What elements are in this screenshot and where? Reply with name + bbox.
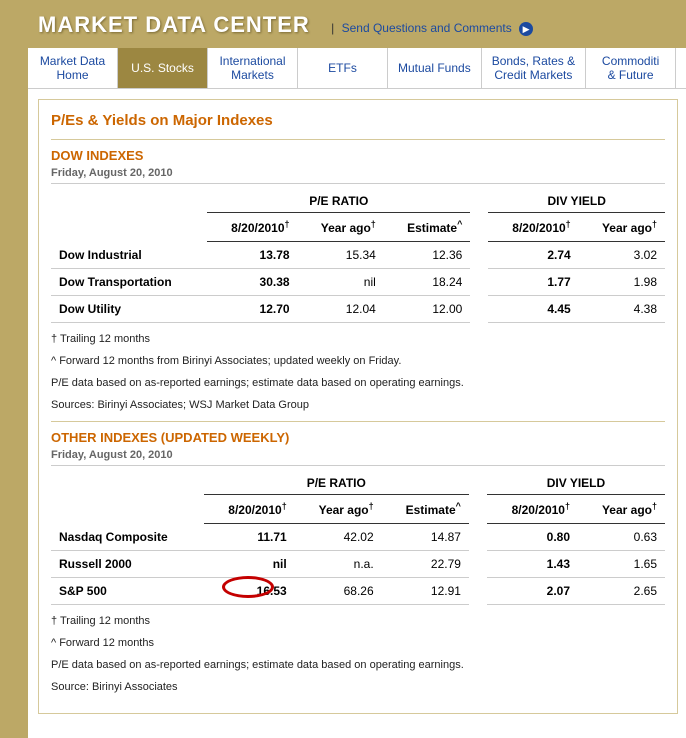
data-table: P/E RATIODIV YIELD8/20/2010†Year ago†Est… <box>51 472 665 605</box>
nav-tabs: Market DataHomeU.S. StocksInternationalM… <box>28 48 686 89</box>
tab-commoditi-future[interactable]: Commoditi& Future <box>586 48 676 88</box>
tab-market-data-home[interactable]: Market DataHome <box>28 48 118 88</box>
note-line: Sources: Birinyi Associates; WSJ Market … <box>51 399 665 411</box>
note-line: ^ Forward 12 months <box>51 637 665 649</box>
tab-international-markets[interactable]: InternationalMarkets <box>208 48 298 88</box>
table-row: Dow Transportation30.38nil18.241.771.98 <box>51 269 665 296</box>
data-table: P/E RATIODIV YIELD8/20/2010†Year ago†Est… <box>51 190 665 323</box>
note-line: † Trailing 12 months <box>51 333 665 345</box>
section-notes: † Trailing 12 months ^ Forward 12 months … <box>51 333 665 411</box>
content-panel: P/Es & Yields on Major Indexes DOW INDEX… <box>38 99 678 714</box>
play-circle-icon: ▶ <box>519 22 533 36</box>
note-line: P/E data based on as-reported earnings; … <box>51 659 665 671</box>
table-row: S&P 50016.5368.2612.912.072.65 <box>51 578 665 605</box>
tab-bonds-rates-credit-markets[interactable]: Bonds, Rates &Credit Markets <box>482 48 586 88</box>
header: MARKET DATA CENTER | Send Questions and … <box>0 0 686 48</box>
table-row: Dow Utility12.7012.0412.004.454.38 <box>51 296 665 323</box>
section-date: Friday, August 20, 2010 <box>51 445 665 466</box>
section-heading: DOW INDEXES <box>51 139 665 163</box>
header-link-wrap: | Send Questions and Comments ▶ <box>331 21 533 36</box>
section-heading: OTHER INDEXES (UPDATED WEEKLY) <box>51 421 665 445</box>
section-notes: † Trailing 12 months ^ Forward 12 months P… <box>51 615 665 693</box>
note-line: Source: Birinyi Associates <box>51 681 665 693</box>
table-row: Nasdaq Composite11.7142.0214.870.800.63 <box>51 524 665 551</box>
note-line: ^ Forward 12 months from Birinyi Associa… <box>51 355 665 367</box>
page-subtitle: P/Es & Yields on Major Indexes <box>51 112 665 129</box>
table-row: Dow Industrial13.7815.3412.362.743.02 <box>51 242 665 269</box>
link-separator: | <box>331 21 334 35</box>
section-date: Friday, August 20, 2010 <box>51 163 665 184</box>
tab-etfs[interactable]: ETFs <box>298 48 388 88</box>
note-line: † Trailing 12 months <box>51 615 665 627</box>
left-strip <box>0 0 28 738</box>
highlight-circle-icon <box>222 576 274 598</box>
tab-u-s-stocks[interactable]: U.S. Stocks <box>118 48 208 88</box>
site-title: MARKET DATA CENTER <box>38 12 310 38</box>
tab-mutual-funds[interactable]: Mutual Funds <box>388 48 482 88</box>
note-line: P/E data based on as-reported earnings; … <box>51 377 665 389</box>
feedback-link[interactable]: Send Questions and Comments <box>342 21 512 35</box>
table-row: Russell 2000niln.a.22.791.431.65 <box>51 551 665 578</box>
